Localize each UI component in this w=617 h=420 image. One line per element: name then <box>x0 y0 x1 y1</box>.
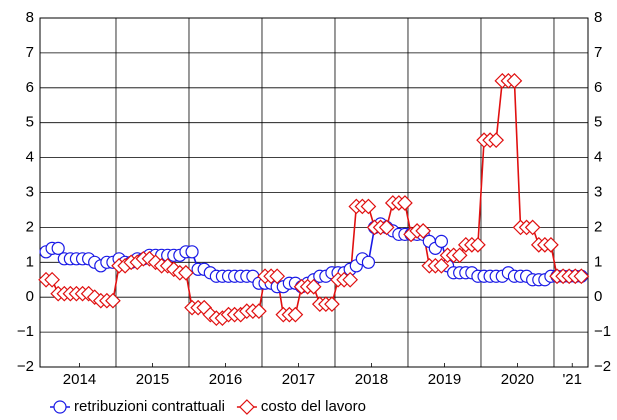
legend-marker <box>239 399 255 415</box>
y-tick-label: 6 <box>26 79 34 96</box>
x-tick-label: 2016 <box>209 371 242 388</box>
data-point <box>470 237 486 253</box>
data-point <box>506 72 523 89</box>
data-point <box>185 245 199 259</box>
y2-tick-label: 1 <box>594 253 602 270</box>
y-tick-label: 2 <box>26 218 34 235</box>
x-tick-label: 2015 <box>136 371 169 388</box>
data-point <box>44 271 60 288</box>
x-tick-label: 2020 <box>501 371 534 388</box>
legend-label: costo del lavoro <box>261 398 366 415</box>
y2-tick-label: 4 <box>594 149 602 166</box>
y-tick-label: −1 <box>17 323 34 340</box>
y-tick-label: −2 <box>17 358 34 375</box>
data-point <box>397 195 413 211</box>
x-tick-label: 2018 <box>355 371 388 388</box>
y-tick-label: 3 <box>26 183 34 200</box>
y-tick-label: 4 <box>26 149 34 166</box>
x-tick-label: 2017 <box>282 371 315 388</box>
data-point <box>524 219 541 236</box>
y-tick-label: 0 <box>26 288 34 305</box>
data-point <box>451 247 468 264</box>
y2-tick-label: 6 <box>594 79 602 96</box>
data-point <box>269 268 286 285</box>
data-point <box>342 271 359 288</box>
data-point <box>51 241 65 255</box>
data-point <box>415 223 432 239</box>
y2-tick-label: 8 <box>594 9 602 26</box>
data-point <box>378 219 395 236</box>
data-point <box>105 292 121 309</box>
data-point <box>543 237 559 253</box>
data-point <box>434 234 449 248</box>
legend-label: retribuzioni contrattuali <box>74 398 225 415</box>
data-point <box>360 198 377 215</box>
data-point <box>251 303 267 320</box>
y2-tick-label: 3 <box>594 183 602 200</box>
data-point <box>573 268 590 285</box>
data-point <box>361 255 376 269</box>
data-point <box>305 278 322 295</box>
y2-tick-label: −2 <box>594 358 611 375</box>
data-point <box>433 257 450 274</box>
y-tick-label: 8 <box>26 9 34 26</box>
y2-tick-label: 2 <box>594 218 602 235</box>
data-point <box>324 296 340 313</box>
y2-tick-label: −1 <box>594 323 611 340</box>
y2-tick-label: 0 <box>594 288 602 305</box>
plot-frame <box>39 17 589 368</box>
data-point <box>287 306 304 323</box>
legend-marker <box>53 400 67 414</box>
x-tick-label: 2019 <box>428 371 461 388</box>
data-point <box>488 132 505 148</box>
y-tick-label: 7 <box>26 44 34 61</box>
x-tick-label: 2014 <box>63 371 96 388</box>
y2-tick-label: 7 <box>594 44 602 61</box>
y2-tick-label: 5 <box>594 114 602 131</box>
y-tick-label: 5 <box>26 114 34 131</box>
data-point <box>178 264 194 281</box>
y-tick-label: 1 <box>26 253 34 270</box>
x-tick-label: '21 <box>562 371 582 388</box>
